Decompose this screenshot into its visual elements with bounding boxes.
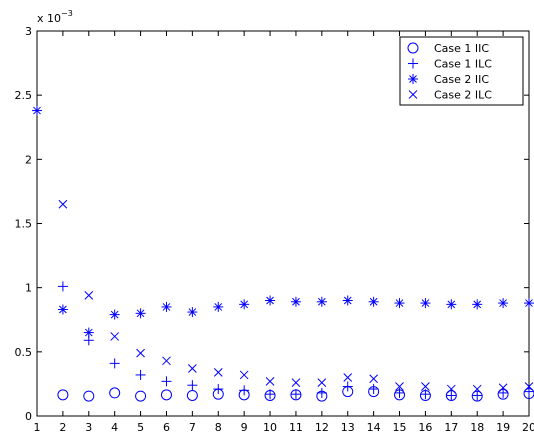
axis-scale-label: x 10−3 bbox=[37, 9, 73, 25]
point-case-2-iic bbox=[369, 297, 379, 307]
legend-label: Case 2 IIC bbox=[434, 73, 489, 86]
point-case-2-iic bbox=[524, 298, 534, 308]
point-case-2-iic bbox=[213, 302, 223, 312]
point-case-2-iic bbox=[58, 304, 68, 314]
x-tick-label: 3 bbox=[85, 421, 92, 434]
point-case-2-iic bbox=[265, 296, 275, 306]
x-tick-label: 15 bbox=[393, 421, 407, 434]
legend: Case 1 IIC Case 1 ILC Case 2 IIC Case 2 ILC bbox=[400, 37, 523, 105]
x-tick-label: 2 bbox=[59, 421, 66, 434]
axis-scale-exponent: −3 bbox=[61, 9, 73, 18]
point-case-2-iic bbox=[343, 296, 353, 306]
y-tick-label: 2 bbox=[25, 153, 32, 166]
x-tick-label: 16 bbox=[418, 421, 432, 434]
x-tick-label: 10 bbox=[263, 421, 277, 434]
point-case-2-iic bbox=[84, 328, 94, 338]
y-tick-label: 2.5 bbox=[15, 89, 33, 102]
x-tick-label: 19 bbox=[496, 421, 510, 434]
x-tick-label: 12 bbox=[315, 421, 329, 434]
point-case-2-iic bbox=[187, 307, 197, 317]
y-tick-label: 1.5 bbox=[15, 218, 33, 231]
point-case-2-iic bbox=[472, 299, 482, 309]
point-case-2-iic bbox=[239, 299, 249, 309]
y-tick-label: 0.5 bbox=[15, 346, 33, 359]
x-tick-label: 5 bbox=[137, 421, 144, 434]
legend-label: Case 2 ILC bbox=[434, 89, 492, 102]
x-tick-label: 18 bbox=[470, 421, 484, 434]
x-tick-label: 13 bbox=[341, 421, 355, 434]
x-tick-label: 7 bbox=[189, 421, 196, 434]
x-tick-label: 6 bbox=[163, 421, 170, 434]
x-tick-label: 1 bbox=[34, 421, 41, 434]
point-case-2-iic bbox=[498, 298, 508, 308]
point-case-2-iic bbox=[395, 298, 405, 308]
legend-label: Case 1 ILC bbox=[434, 58, 492, 71]
x-tick-label: 20 bbox=[522, 421, 534, 434]
x-tick-label: 9 bbox=[241, 421, 248, 434]
legend-label: Case 1 IIC bbox=[434, 42, 489, 55]
x-tick-label: 14 bbox=[367, 421, 381, 434]
y-tick-label: 1 bbox=[25, 282, 32, 295]
point-case-2-iic bbox=[317, 297, 327, 307]
x-tick-label: 11 bbox=[289, 421, 303, 434]
point-case-2-iic bbox=[32, 106, 42, 116]
y-tick-label: 0 bbox=[25, 410, 32, 423]
x-tick-label: 17 bbox=[444, 421, 458, 434]
point-case-2-iic bbox=[110, 310, 120, 320]
y-tick-label: 3 bbox=[25, 25, 32, 38]
point-case-2-iic bbox=[136, 308, 146, 318]
point-case-2-iic bbox=[420, 298, 430, 308]
point-case-2-iic bbox=[161, 302, 171, 312]
point-case-2-iic bbox=[291, 297, 301, 307]
point-case-2-iic bbox=[446, 299, 456, 309]
x-tick-label: 8 bbox=[215, 421, 222, 434]
legend-marker-case-2-iic bbox=[408, 74, 418, 84]
x-tick-label: 4 bbox=[111, 421, 118, 434]
